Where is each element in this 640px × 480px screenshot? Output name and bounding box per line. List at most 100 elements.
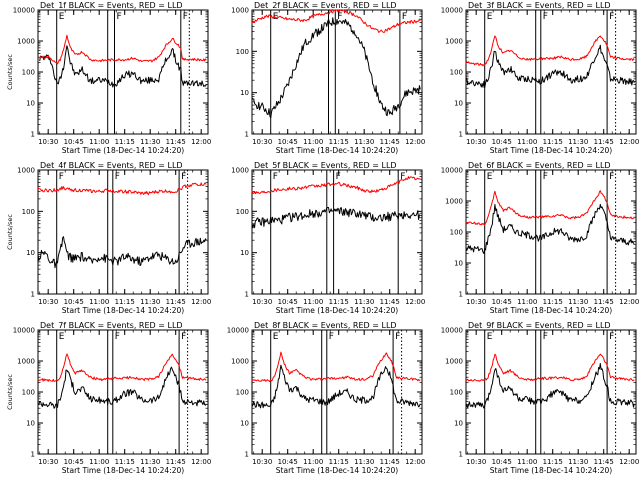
- flag-label: F: [183, 12, 188, 22]
- y-tick-label: 1: [31, 291, 35, 299]
- y-tick-label: 100: [236, 48, 249, 56]
- y-axis-label: Counts/sec: [6, 374, 14, 410]
- x-tick-label: 11:45: [166, 138, 186, 146]
- series-line-lld: [251, 176, 421, 195]
- x-tick-label: 11:00: [517, 458, 537, 466]
- flag-label: F: [400, 172, 405, 182]
- x-tick-label: 11:45: [594, 458, 614, 466]
- panel-title: Det_8f BLACK = Events, RED = LLD: [254, 321, 397, 330]
- plot-frame: [37, 169, 209, 295]
- x-tick-label: 11:45: [594, 138, 614, 146]
- flag-label: E: [487, 172, 493, 182]
- x-tick-label: 10:45: [492, 458, 512, 466]
- panel-title: Det_6f BLACK = Events, RED = LLD: [468, 161, 611, 170]
- y-tick-label: 10000: [13, 327, 35, 335]
- panel-det-4: Det_4f BLACK = Events, RED = LLD 1 10 100 10…: [6, 161, 211, 315]
- x-axis-label: Start Time (18-Dec-14 10:24:20): [490, 466, 612, 475]
- x-tick-label: 10:45: [64, 458, 84, 466]
- flag-label: F: [115, 172, 120, 182]
- x-tick-label: 10:30: [38, 458, 58, 466]
- x-tick-label: 10:30: [466, 138, 486, 146]
- series-line-lld: [465, 35, 635, 67]
- flag-label: F: [329, 332, 334, 342]
- x-tick-label: 11:15: [115, 298, 135, 306]
- y-tick-label: 1000: [231, 358, 249, 366]
- x-axis-label: Start Time (18-Dec-14 10:24:20): [276, 306, 398, 315]
- flag-label: F: [402, 12, 407, 22]
- x-tick-label: 12:00: [405, 298, 425, 306]
- x-tick-label: 11:00: [303, 138, 323, 146]
- flag-label: F: [181, 172, 186, 182]
- y-tick-label: 100: [22, 208, 35, 216]
- flag-label: F: [543, 332, 548, 342]
- flag-label: E: [273, 12, 279, 22]
- series-line-lld: [37, 353, 207, 382]
- x-tick-label: 10:45: [278, 138, 298, 146]
- flag-label: F: [115, 332, 120, 342]
- x-tick-label: 12:00: [405, 138, 425, 146]
- x-tick-label: 12:00: [405, 458, 425, 466]
- x-tick-label: 11:15: [329, 138, 349, 146]
- x-tick-label: 11:15: [329, 458, 349, 466]
- panel-title: Det_2f BLACK = Events, RED = LLD: [254, 1, 397, 10]
- y-tick-label: 100: [450, 389, 463, 397]
- x-tick-label: 12:00: [619, 298, 639, 306]
- flag-label: F: [609, 332, 614, 342]
- x-tick-label: 11:30: [354, 458, 374, 466]
- x-tick-label: 11:15: [543, 298, 563, 306]
- panel-det-6: Det_6f BLACK = Events, RED = LLD 1 10 100 10…: [441, 161, 640, 315]
- flag-label: F: [395, 332, 400, 342]
- panel-det-2: Det_2f BLACK = Events, RED = LLD 1 10 100 10…: [231, 1, 425, 155]
- y-tick-label: 1000: [17, 358, 35, 366]
- y-tick-label: 100: [450, 69, 463, 77]
- x-tick-label: 11:45: [380, 138, 400, 146]
- plot-frame: [251, 9, 423, 135]
- series-line-lld: [465, 190, 635, 226]
- x-tick-label: 11:30: [354, 298, 374, 306]
- flag-label: F: [609, 172, 614, 182]
- x-tick-label: 10:30: [38, 138, 58, 146]
- series-line-events: [251, 17, 421, 119]
- x-tick-label: 10:30: [466, 298, 486, 306]
- panel-title: Det_4f BLACK = Events, RED = LLD: [40, 161, 183, 170]
- flag-label: F: [181, 332, 186, 342]
- flag-label: F: [336, 172, 341, 182]
- panel-title: Det_7f BLACK = Events, RED = LLD: [40, 321, 183, 330]
- flag-label: F: [273, 172, 278, 182]
- x-tick-label: 11:45: [380, 298, 400, 306]
- panel-det-5: Det_5f BLACK = Events, RED = LLD 1 10 100 10…: [231, 161, 425, 315]
- x-tick-label: 11:45: [380, 458, 400, 466]
- flag-label: E: [59, 12, 65, 22]
- x-tick-label: 11:30: [568, 138, 588, 146]
- series-line-events: [251, 207, 421, 228]
- panel-title: Det_1f BLACK = Events, RED = LLD: [40, 1, 183, 10]
- series-line-lld: [38, 182, 207, 196]
- y-tick-label: 1: [245, 291, 249, 299]
- y-tick-label: 1000: [17, 38, 35, 46]
- flag-label: E: [487, 12, 493, 22]
- x-tick-label: 11:45: [594, 298, 614, 306]
- y-tick-label: 1000: [445, 198, 463, 206]
- x-tick-label: 10:30: [252, 298, 272, 306]
- series-line-events: [465, 203, 635, 254]
- x-tick-label: 11:00: [517, 298, 537, 306]
- series-line-events: [37, 366, 207, 409]
- x-tick-label: 10:30: [466, 458, 486, 466]
- panel-title: Det_9f BLACK = Events, RED = LLD: [468, 321, 611, 330]
- x-tick-label: 11:15: [543, 138, 563, 146]
- x-tick-label: 11:30: [568, 298, 588, 306]
- y-tick-label: 10: [240, 249, 249, 257]
- y-tick-label: 1000: [445, 38, 463, 46]
- series-line-lld: [251, 9, 421, 33]
- y-tick-label: 10: [26, 249, 35, 257]
- series-line-events: [39, 45, 207, 88]
- x-tick-label: 11:00: [89, 458, 109, 466]
- flag-label: F: [59, 172, 64, 182]
- panel-det-9: Det_9f BLACK = Events, RED = LLD 1 10 100 10…: [441, 321, 640, 475]
- y-tick-label: 100: [450, 229, 463, 237]
- x-tick-label: 11:15: [329, 298, 349, 306]
- x-tick-label: 11:15: [115, 138, 135, 146]
- y-tick-label: 10: [454, 100, 463, 108]
